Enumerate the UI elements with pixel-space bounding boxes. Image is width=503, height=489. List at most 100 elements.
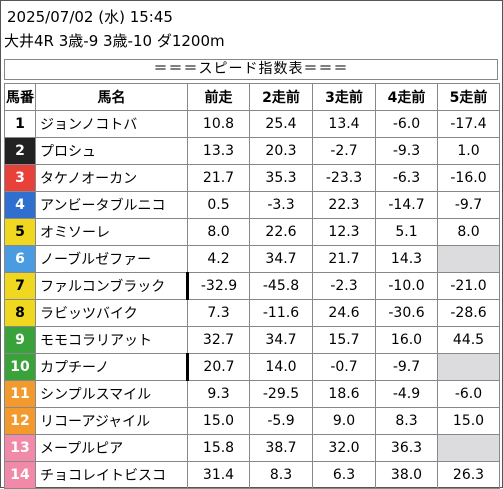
speed-index-value: 34.7	[249, 245, 313, 273]
horse-number: 12	[4, 407, 36, 435]
speed-index-value: 22.3	[312, 191, 376, 219]
speed-index-value: 21.7	[312, 245, 376, 273]
speed-index-value: 34.7	[249, 326, 313, 354]
horse-name: シンプルスマイル	[35, 380, 188, 408]
speed-index-value: -16.0	[437, 164, 500, 192]
speed-index-value: 15.8	[187, 434, 250, 462]
col-header-number: 馬番	[4, 83, 36, 111]
col-header-4ago: 4走前	[375, 83, 438, 111]
table-title: ＝＝＝スピード指数表＝＝＝	[4, 59, 498, 80]
speed-index-value: 8.0	[437, 218, 500, 246]
speed-index-value: 0.5	[187, 191, 250, 219]
horse-name: リコーアジャイル	[35, 407, 188, 435]
col-header-2ago: 2走前	[249, 83, 313, 111]
horse-name: ファルコンブラック	[35, 272, 189, 300]
speed-index-value: 15.0	[187, 407, 250, 435]
col-header-name: 馬名	[35, 83, 188, 111]
speed-index-value: 13.3	[187, 137, 250, 165]
speed-index-value: 20.3	[249, 137, 313, 165]
speed-index-value: -9.7	[437, 191, 500, 219]
horse-name: ラビッツバイク	[35, 299, 188, 327]
table-row: 12 リコーアジャイル 15.0 -5.9 9.0 8.3 15.0	[4, 407, 500, 435]
speed-index-value: 26.3	[437, 461, 500, 489]
speed-index-value: -17.4	[437, 110, 500, 138]
header-row: 馬番 馬名 前走 2走前 3走前 4走前 5走前	[4, 83, 500, 111]
speed-index-value: 15.7	[312, 326, 376, 354]
speed-index-value	[437, 353, 500, 381]
horse-number: 5	[4, 218, 36, 246]
speed-index-value: -28.6	[437, 299, 500, 327]
table-row: 9 モモコラリアット 32.7 34.7 15.7 16.0 44.5	[4, 326, 500, 354]
horse-name: モモコラリアット	[35, 326, 188, 354]
horse-number: 1	[4, 110, 36, 138]
table-row: 13 メープルピア 15.8 38.7 32.0 36.3	[4, 434, 500, 462]
table-row: 11 シンプルスマイル 9.3 -29.5 18.6 -4.9 -6.0	[4, 380, 500, 408]
speed-index-value: 35.3	[249, 164, 313, 192]
speed-index-value: 15.0	[437, 407, 500, 435]
horse-name: ジョンノコトバ	[35, 110, 188, 138]
speed-index-value: 38.0	[375, 461, 438, 489]
speed-index-value: -29.5	[249, 380, 313, 408]
speed-index-value: 7.3	[187, 299, 250, 327]
horse-number: 4	[4, 191, 36, 219]
horse-number: 11	[4, 380, 36, 408]
horse-number: 3	[4, 164, 36, 192]
speed-index-value	[437, 245, 500, 273]
speed-index-value: 32.0	[312, 434, 376, 462]
horse-number: 10	[4, 353, 36, 381]
horse-number: 2	[4, 137, 36, 165]
col-header-3ago: 3走前	[312, 83, 376, 111]
datetime: 2025/07/02 (水) 15:45	[7, 8, 173, 26]
table-row: 2 プロシュ 13.3 20.3 -2.7 -9.3 1.0	[4, 137, 500, 165]
speed-index-value: 6.3	[312, 461, 376, 489]
speed-index-value: -5.9	[249, 407, 313, 435]
speed-index-value: -9.3	[375, 137, 438, 165]
speed-index-value: 36.3	[375, 434, 438, 462]
horse-name: アンビータブルニコ	[35, 191, 188, 219]
speed-index-value: -9.7	[375, 353, 438, 381]
speed-index-value: 12.3	[312, 218, 376, 246]
speed-index-value: -6.0	[437, 380, 500, 408]
speed-index-value: 4.2	[187, 245, 250, 273]
speed-index-value: -21.0	[437, 272, 500, 300]
speed-index-value: -30.6	[375, 299, 438, 327]
table-row: 8 ラビッツバイク 7.3 -11.6 24.6 -30.6 -28.6	[4, 299, 500, 327]
speed-index-value: 32.7	[187, 326, 250, 354]
speed-index-value: 21.7	[187, 164, 250, 192]
speed-index-value: 9.0	[312, 407, 376, 435]
race-info: 大井4R 3歳-9 3歳-10 ダ1200m	[4, 32, 225, 50]
horse-name: メープルピア	[35, 434, 188, 462]
horse-number: 9	[4, 326, 36, 354]
speed-index-value: -4.9	[375, 380, 438, 408]
col-header-last: 前走	[187, 83, 250, 111]
speed-index-value: 18.6	[312, 380, 376, 408]
table-row: 3 タケノオーカン 21.7 35.3 -23.3 -6.3 -16.0	[4, 164, 500, 192]
speed-index-value: 14.3	[375, 245, 438, 273]
horse-number: 6	[4, 245, 36, 273]
speed-index-value: -6.3	[375, 164, 438, 192]
speed-index-value: -6.0	[375, 110, 438, 138]
speed-index-value	[437, 434, 500, 462]
table-row: 10 カプチーノ 20.7 14.0 -0.7 -9.7	[4, 353, 500, 381]
speed-index-value: -14.7	[375, 191, 438, 219]
speed-index-value: -3.3	[249, 191, 313, 219]
col-header-5ago: 5走前	[437, 83, 500, 111]
speed-index-value: 20.7	[187, 353, 250, 381]
speed-index-value: -45.8	[249, 272, 313, 300]
speed-index-value: -0.7	[312, 353, 376, 381]
speed-index-value: 5.1	[375, 218, 438, 246]
table-row: 7 ファルコンブラック -32.9 -45.8 -2.3 -10.0 -21.0	[4, 272, 500, 300]
horse-name: カプチーノ	[35, 353, 189, 381]
speed-index-value: 10.8	[187, 110, 250, 138]
speed-index-value: 22.6	[249, 218, 313, 246]
speed-index-value: 16.0	[375, 326, 438, 354]
speed-index-value: 8.3	[249, 461, 313, 489]
table-row: 1 ジョンノコトバ 10.8 25.4 13.4 -6.0 -17.4	[4, 110, 500, 138]
speed-index-value: -2.3	[312, 272, 376, 300]
speed-index-value: 8.0	[187, 218, 250, 246]
horse-number: 7	[4, 272, 36, 300]
speed-index-value: 9.3	[187, 380, 250, 408]
speed-index-value: 31.4	[187, 461, 250, 489]
speed-index-value: -10.0	[375, 272, 438, 300]
